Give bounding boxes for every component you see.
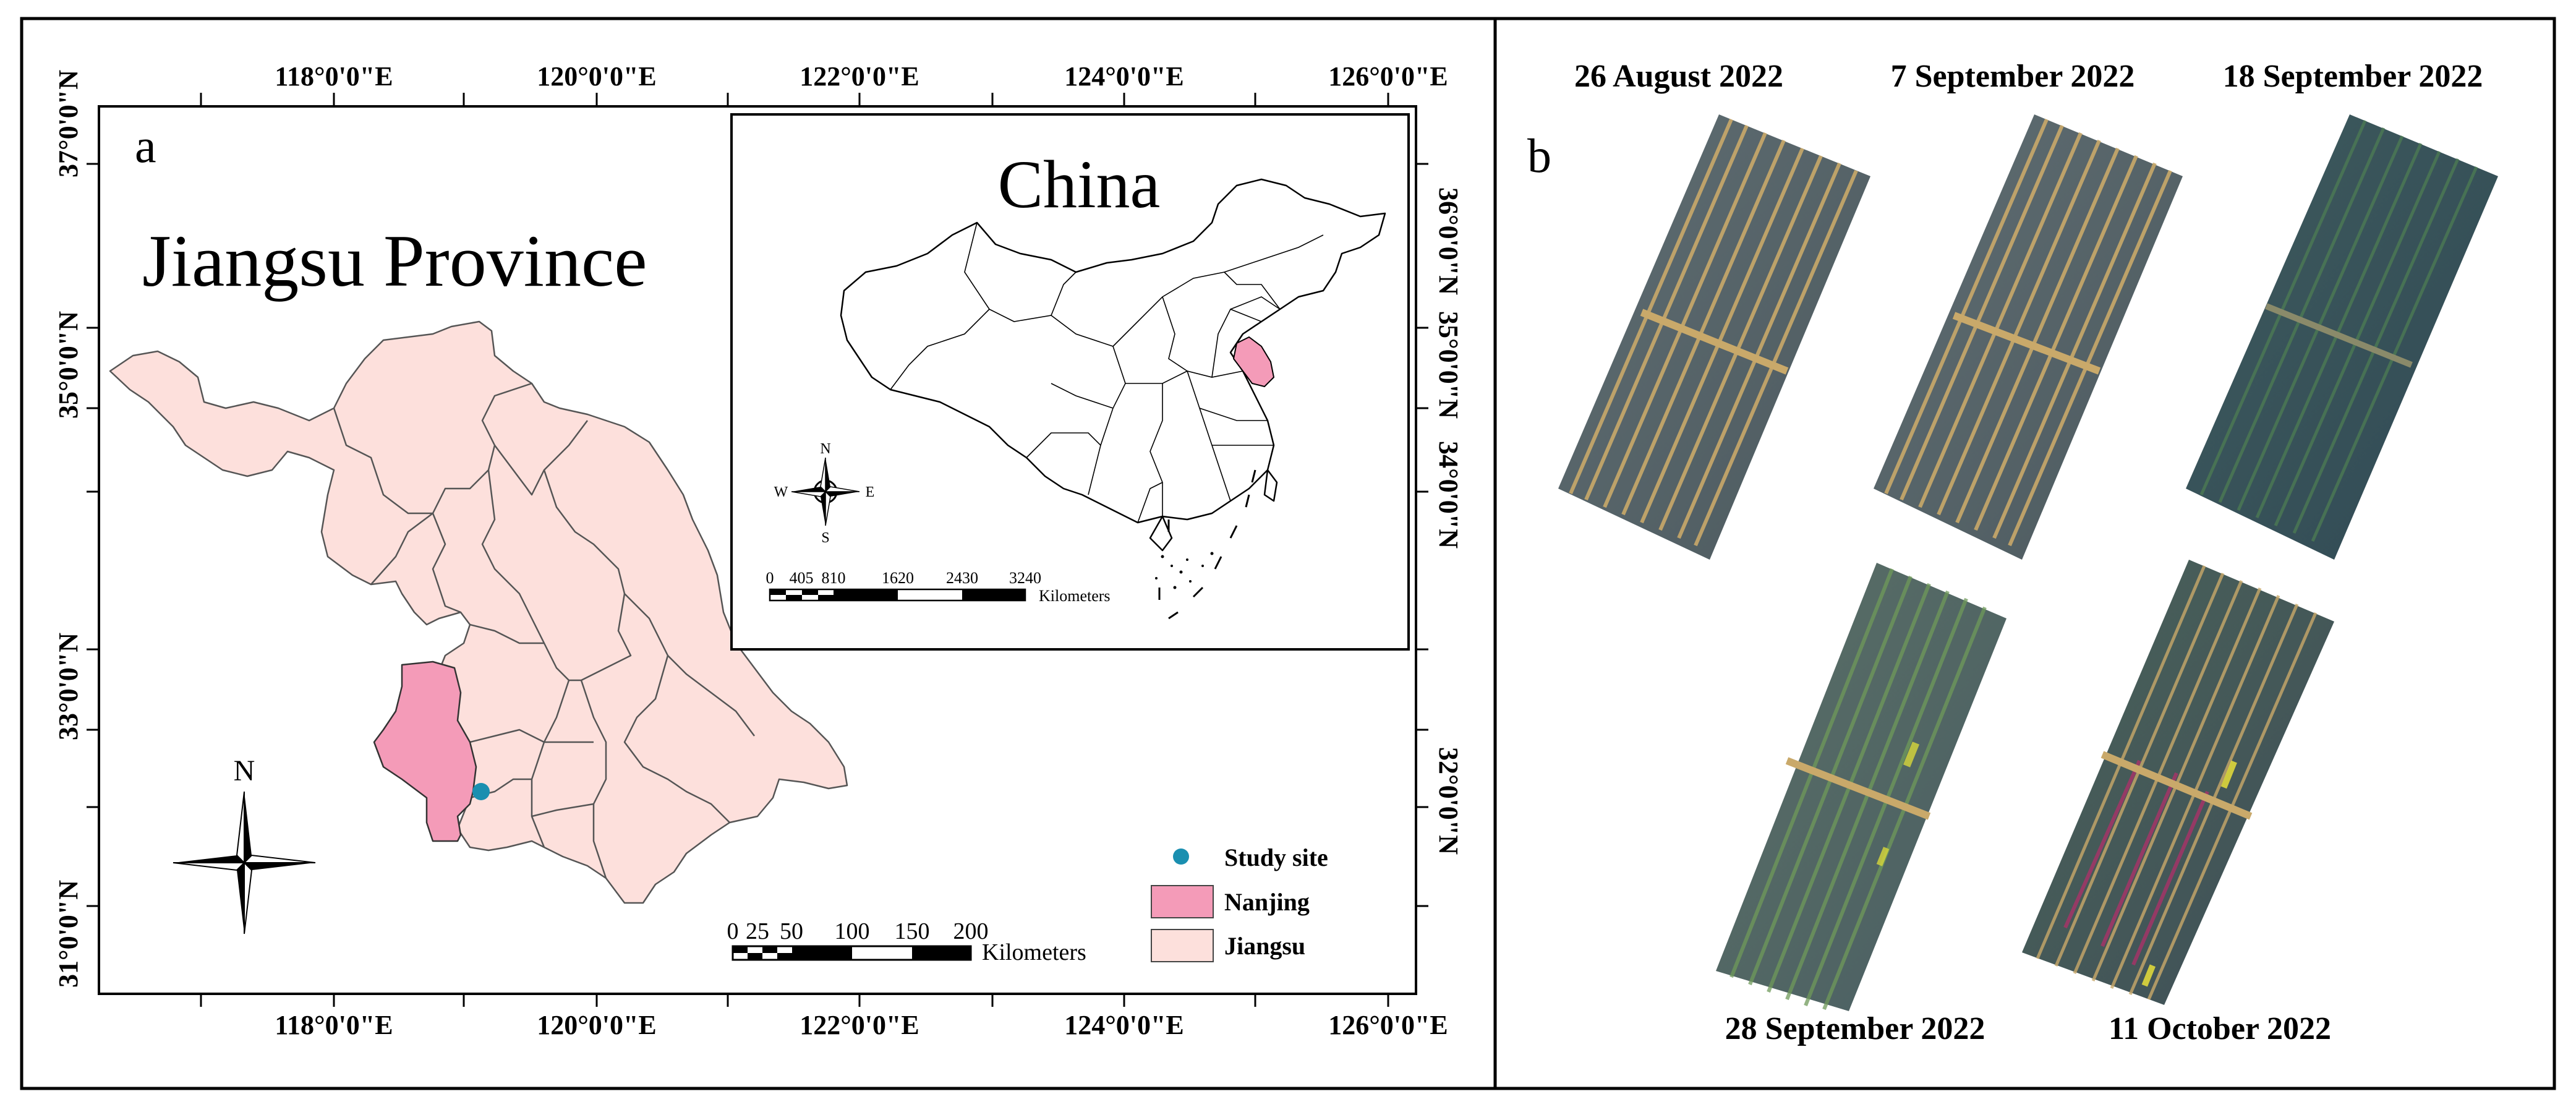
inset-scale-num-810: 810 [822,569,846,587]
lon-tick-bottom-1: 118°0'0"E [275,1010,393,1040]
lat-tick-left-3: 33°0'0"N [53,633,83,740]
aerial-image-2 [1874,114,2183,560]
south-china-sea-dashes [1158,469,1256,620]
lon-tick-top-5: 126°0'0"E [1328,61,1448,92]
jiangsu-title: Jiangsu Province [142,220,647,302]
panel-a-label: a [135,119,156,173]
figure-frame [20,17,2556,1090]
aerial-image-3 [2186,114,2498,560]
prefecture-boundaries [333,382,755,879]
legend-nanjing-label: Nanjing [1224,888,1310,916]
lat-tick-right-4: 32°0'0"N [1433,747,1464,855]
panel-a: 118°0'0"E 120°0'0"E 122°0'0"E 124°0'0"E … [53,61,1464,1040]
aerial-image-5 [2022,560,2334,1005]
north-arrow: N [173,754,316,934]
lat-tick-right-2: 35°0'0"N [1433,311,1464,419]
date-label-3: 18 September 2022 [2223,59,2483,94]
aerial-image-4 [1716,563,2007,1011]
panel-b: b 26 August 2022 7 September 2022 18 Sep… [1527,59,2498,1046]
inset-scale-unit: Kilometers [1039,587,1111,605]
north-arrow-label: N [234,754,255,787]
bottom-tick-marks [200,994,1389,1007]
scale-bar: 0 25 50 100 150 200 Kilometers [727,918,1086,965]
inset-scale-num-405: 405 [790,569,814,587]
nanjing-shape [373,660,477,842]
top-tick-marks [200,93,1389,106]
date-label-5: 11 October 2022 [2109,1011,2331,1046]
lon-tick-top-2: 120°0'0"E [537,61,657,92]
inset-compass-n: N [820,441,830,457]
inset-title: China [998,147,1161,222]
lon-tick-bottom-2: 120°0'0"E [537,1010,657,1040]
lon-tick-top-1: 118°0'0"E [275,61,393,92]
legend-study-site-label: Study site [1224,844,1328,871]
aerial-image-1 [1558,114,1870,560]
china-inset: China [730,113,1410,651]
lat-tick-left-2: 35°0'0"N [53,311,83,419]
lat-tick-right-3: 34°0'0"N [1433,441,1464,549]
legend-jiangsu-label: Jiangsu [1224,932,1305,960]
inset-scale-num-3240: 3240 [1009,569,1041,587]
scale-num-25: 25 [746,918,769,944]
scale-num-200: 200 [953,918,989,944]
lat-tick-left-1: 37°0'0"N [53,70,83,177]
inset-scale-num-0: 0 [766,569,774,587]
lon-tick-bottom-4: 124°0'0"E [1064,1010,1184,1040]
lon-tick-bottom-3: 122°0'0"E [800,1010,919,1040]
legend-jiangsu-swatch [1151,929,1214,962]
inset-scale-num-1620: 1620 [882,569,914,587]
right-tick-marks [1416,163,1428,907]
lon-tick-top-4: 124°0'0"E [1064,61,1184,92]
lat-tick-right-1: 36°0'0"N [1433,187,1464,295]
scale-num-100: 100 [835,918,870,944]
scale-num-0: 0 [727,918,739,944]
china-provinces [890,222,1324,523]
lon-tick-top-3: 122°0'0"E [800,61,919,92]
lat-tick-left-4: 31°0'0"N [53,880,83,988]
legend-nanjing-swatch [1151,885,1214,918]
legend-study-site-swatch [1173,848,1189,865]
scale-unit: Kilometers [982,939,1086,965]
inset-scale-bar: 0 405 810 1620 2430 3240 Kilometers [766,569,1111,605]
date-label-2: 7 September 2022 [1891,59,2135,94]
jiangsu-map [109,320,848,904]
panel-b-label: b [1527,129,1551,182]
inset-compass-e: E [866,484,875,500]
date-label-4: 28 September 2022 [1725,1011,1985,1046]
scale-num-150: 150 [895,918,930,944]
date-label-1: 26 August 2022 [1574,59,1783,94]
inset-jiangsu-shape [1232,336,1275,388]
islands [1155,552,1214,589]
inset-compass-w: W [774,484,788,500]
left-tick-marks [87,163,99,907]
lon-tick-bottom-5: 126°0'0"E [1328,1010,1448,1040]
inset-scale-num-2430: 2430 [946,569,978,587]
scale-num-50: 50 [780,918,803,944]
legend: Study site Nanjing Jiangsu [1151,844,1328,962]
inset-compass: N S E W [774,441,875,546]
inset-compass-s: S [821,530,829,546]
study-site-marker [472,783,490,800]
